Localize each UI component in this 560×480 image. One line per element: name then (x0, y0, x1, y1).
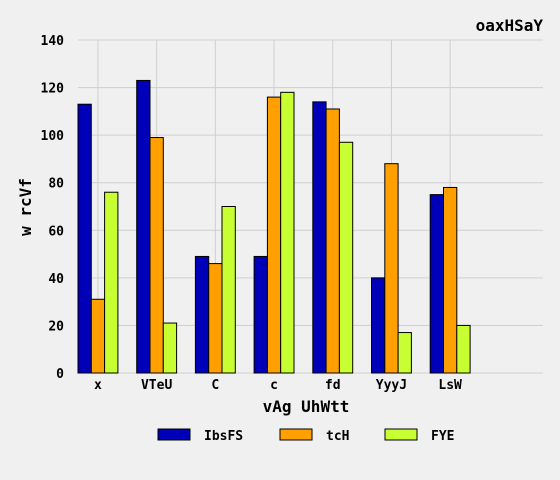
bar-FYE-LsW (456, 324, 471, 374)
legend-label: tcH (326, 429, 349, 444)
chart-title: oaxHSaY (476, 16, 544, 35)
bar-tcH-LsW (443, 186, 458, 374)
legend-label: FYE (431, 429, 454, 444)
x-tick-label: x (94, 378, 102, 393)
bar-tcH-C (208, 263, 223, 374)
y-tick-label: 40 (48, 272, 64, 287)
bar-IbsFS-C (194, 255, 210, 374)
bar-IbsFS-LsW (429, 194, 445, 374)
bar-FYE-C (221, 206, 236, 374)
y-axis-label: w rcVf (16, 178, 35, 236)
bar-tcH-VTeU (149, 137, 164, 374)
legend-item-FYE: FYE (384, 428, 454, 444)
bar-IbsFS-VTeU (136, 79, 151, 374)
y-tick-label: 140 (41, 34, 65, 49)
bar-FYE-YyyJ (397, 332, 412, 374)
legend-swatch (279, 428, 313, 441)
y-tick-label: 20 (48, 319, 64, 334)
legend-swatch (384, 428, 418, 441)
legend-label: IbsFS (204, 429, 243, 444)
bar-tcH-x (90, 298, 106, 374)
bar-tcH-fd (325, 108, 340, 374)
y-tick-labels: 0 20 40 60 80 100 120 140 (41, 34, 65, 382)
legend: IbsFS tcH FYE (157, 428, 454, 444)
bar-tcH-YyyJ (384, 163, 399, 374)
legend-item-IbsFS: IbsFS (157, 428, 243, 444)
x-tick-label: YyyJ (376, 378, 407, 393)
y-tick-label: 80 (48, 177, 64, 192)
bars (77, 79, 471, 374)
x-tick-label: fd (325, 378, 341, 393)
bar-FYE-x (104, 191, 119, 374)
x-axis-label: vAg UhWtt (263, 397, 350, 416)
bar-tcH-c (266, 96, 282, 374)
legend-swatch (157, 428, 191, 441)
y-tick-label: 60 (48, 224, 64, 239)
bar-FYE-fd (338, 141, 354, 374)
y-tick-label: 0 (56, 367, 64, 382)
x-tick-label: LsW (438, 378, 462, 393)
bar-IbsFS-c (253, 255, 268, 374)
y-tick-label: 100 (41, 129, 65, 144)
bar-FYE-c (280, 91, 295, 374)
x-tick-label: c (270, 378, 278, 393)
x-tick-label: VTeU (141, 378, 172, 393)
bar-IbsFS-fd (312, 101, 327, 374)
x-tick-label: C (211, 378, 219, 393)
y-tick-label: 120 (41, 82, 65, 97)
bar-IbsFS-YyyJ (371, 277, 386, 374)
legend-item-tcH: tcH (279, 428, 349, 444)
bar-FYE-VTeU (162, 322, 178, 374)
bar-IbsFS-x (77, 103, 92, 374)
